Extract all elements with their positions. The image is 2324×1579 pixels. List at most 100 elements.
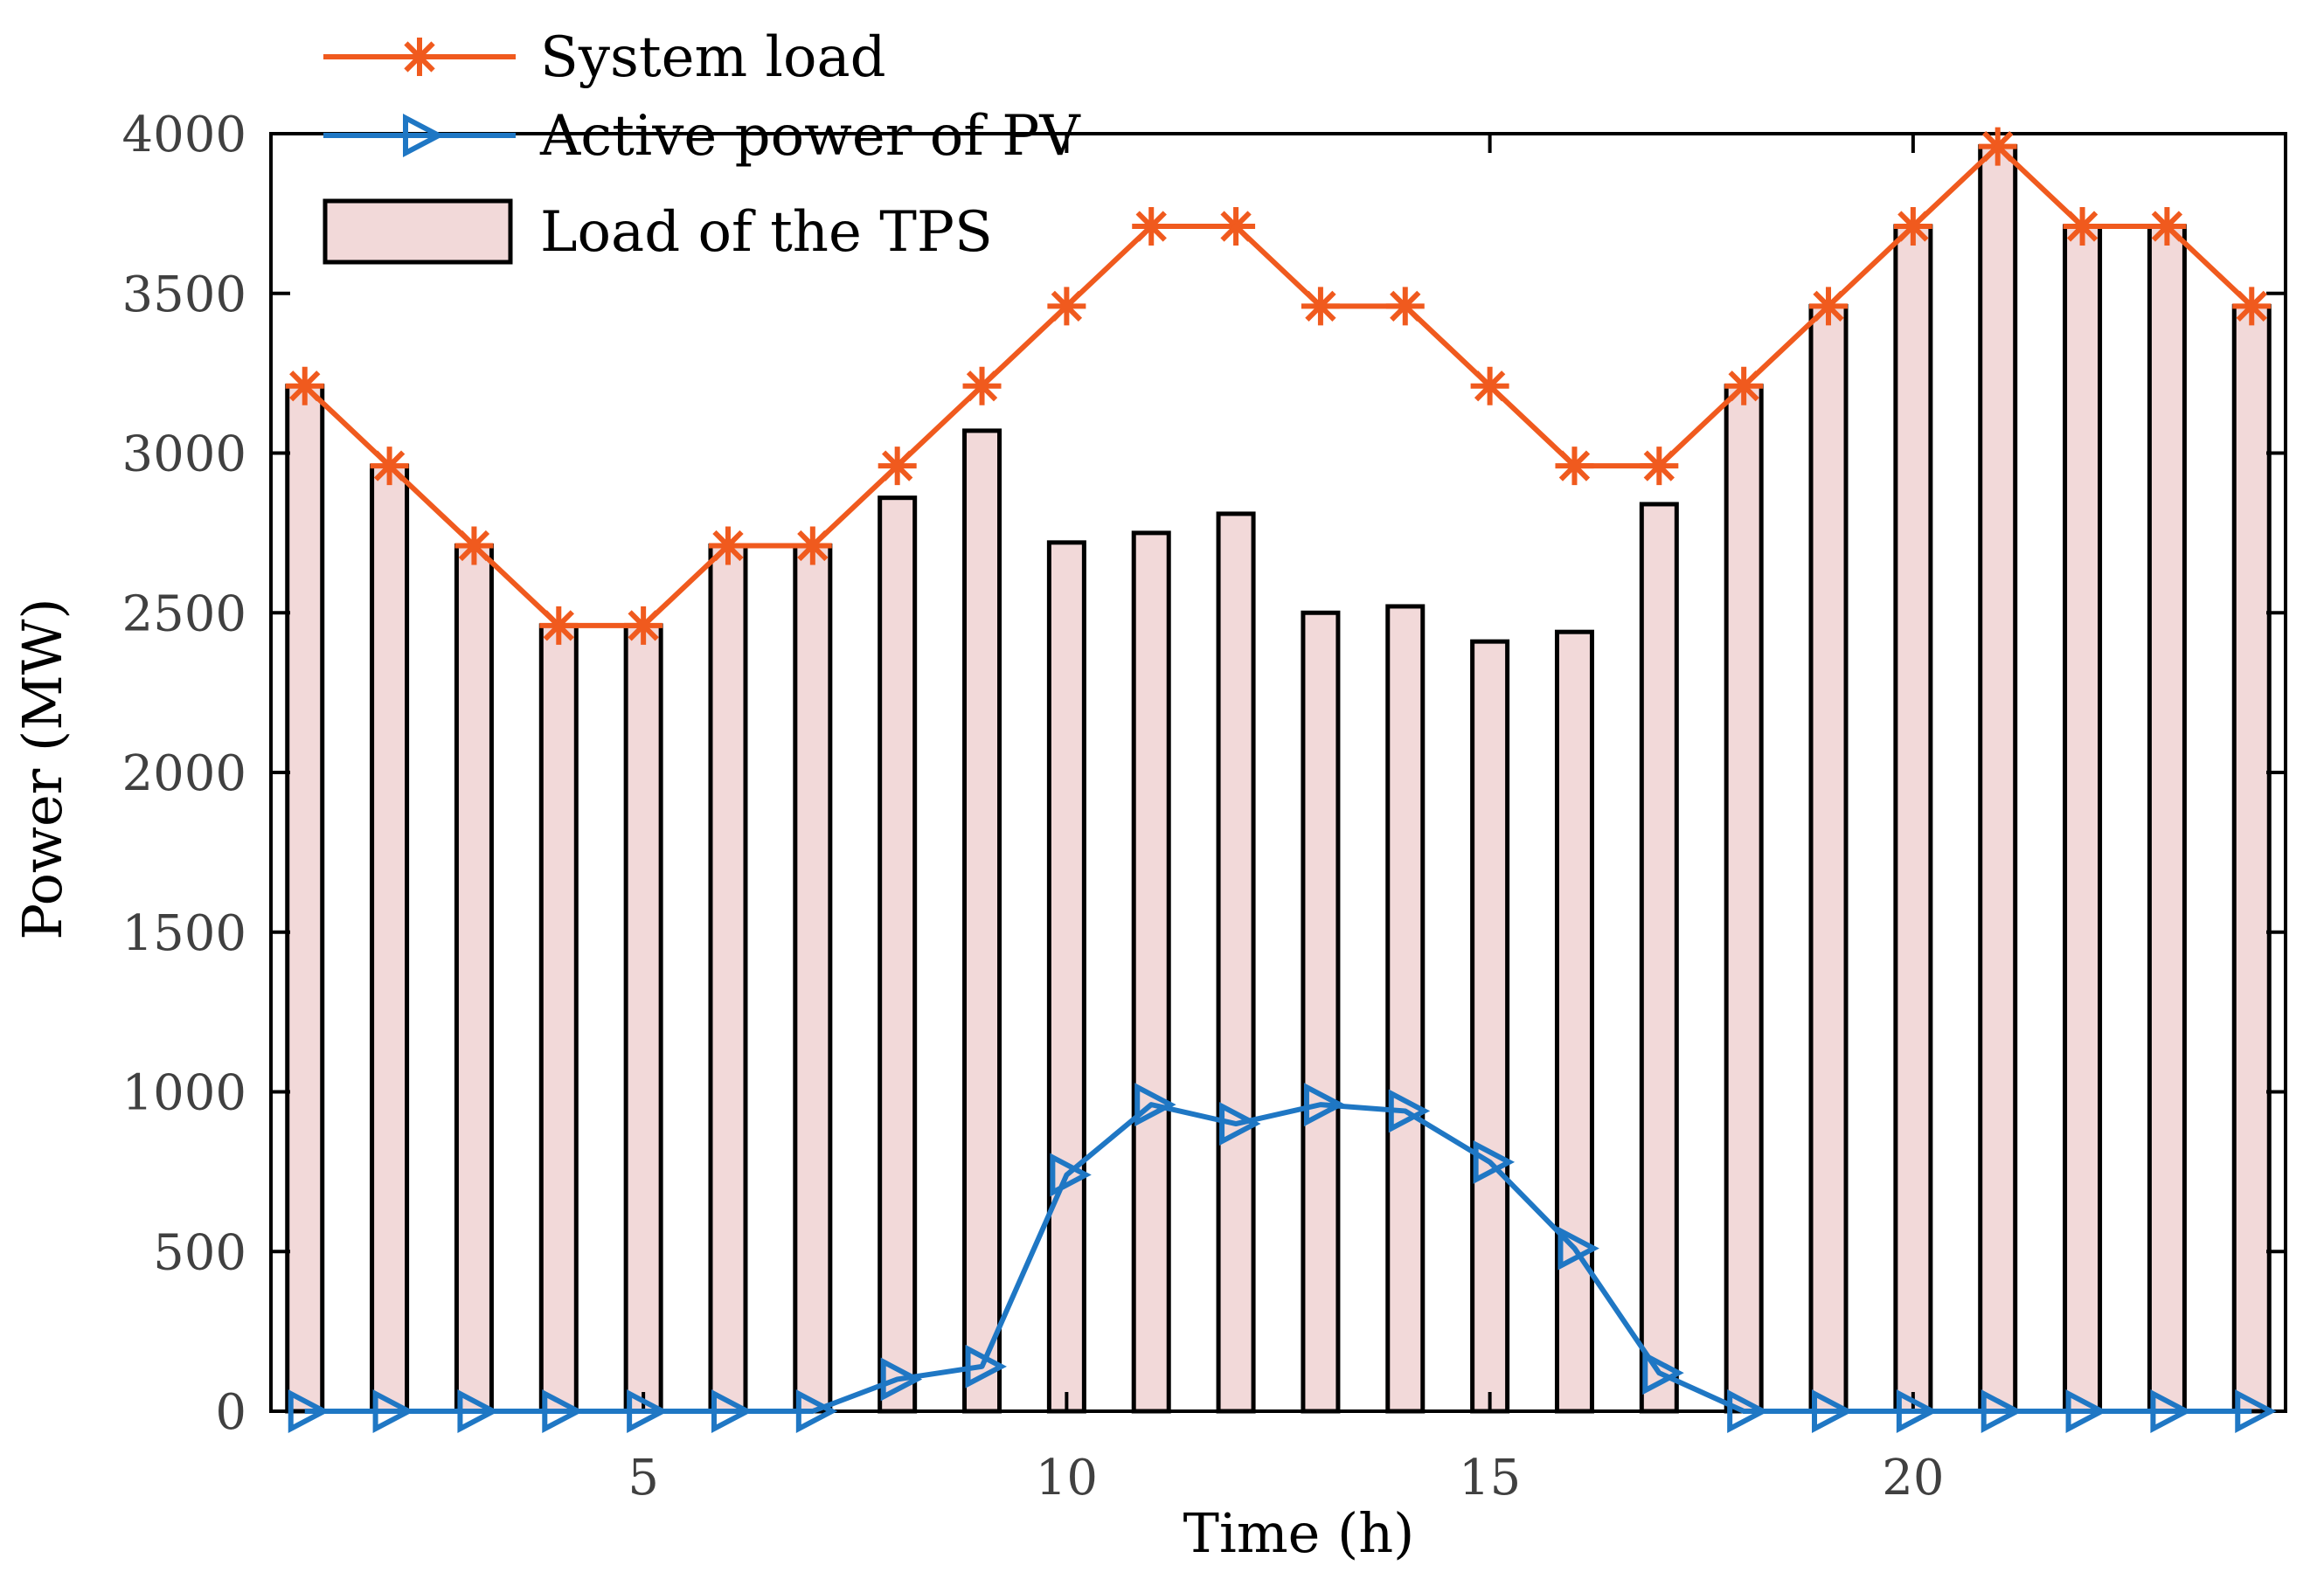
y-tick-label: 0 xyxy=(215,1384,246,1441)
triangle-marker xyxy=(795,1389,838,1433)
triangle-marker xyxy=(1134,1083,1176,1127)
x-tick-label: 5 xyxy=(628,1450,659,1506)
legend: System load Active power of PV Load of t… xyxy=(323,25,1081,265)
asterisk-marker xyxy=(1555,447,1594,486)
asterisk-marker xyxy=(962,366,1002,405)
x-tick-label: 20 xyxy=(1882,1450,1944,1506)
asterisk-marker xyxy=(370,447,409,486)
y-tick-label: 3500 xyxy=(121,267,246,323)
bar xyxy=(370,463,410,1414)
bar xyxy=(1808,303,1849,1414)
bar xyxy=(285,384,325,1414)
triangle-marker xyxy=(457,1389,499,1433)
x-tick-label: 15 xyxy=(1459,1450,1521,1506)
bar xyxy=(1470,639,1510,1414)
bar xyxy=(1724,384,1764,1414)
triangle-marker xyxy=(1219,1102,1261,1146)
legend-swatch-tps xyxy=(323,198,513,265)
asterisk-marker xyxy=(1893,206,1932,246)
legend-label-pv: Active power of PV xyxy=(539,104,1081,169)
legend-asterisk-marker xyxy=(400,38,439,76)
asterisk-marker xyxy=(1217,206,1256,246)
asterisk-marker xyxy=(1640,447,1679,486)
bar xyxy=(878,495,918,1414)
y-tick-label: 1000 xyxy=(121,1065,246,1122)
bar xyxy=(1131,530,1171,1414)
triangle-marker xyxy=(711,1389,753,1433)
y-tick-label: 1500 xyxy=(121,905,246,962)
asterisk-marker xyxy=(1385,287,1425,326)
asterisk-marker xyxy=(539,606,579,645)
asterisk-marker xyxy=(708,526,747,565)
bar xyxy=(2231,303,2272,1414)
y-tick-label: 3000 xyxy=(121,426,246,483)
bar xyxy=(1216,511,1256,1414)
triangle-marker xyxy=(1557,1226,1599,1271)
triangle-marker xyxy=(2150,1389,2192,1433)
bar xyxy=(1046,540,1086,1414)
triangle-marker xyxy=(880,1357,923,1402)
triangle-marker xyxy=(372,1389,415,1433)
bar xyxy=(1639,502,1679,1414)
bar xyxy=(538,623,579,1414)
y-tick-label: 2500 xyxy=(121,585,246,642)
asterisk-marker xyxy=(1132,206,1171,246)
bar xyxy=(454,543,494,1414)
triangle-marker xyxy=(1896,1389,1939,1433)
bar xyxy=(1385,604,1426,1414)
triangle-marker xyxy=(1050,1153,1092,1197)
bar xyxy=(1301,610,1341,1414)
asterisk-marker xyxy=(1724,366,1764,405)
bar xyxy=(2147,224,2187,1414)
legend-label-system-load: System load xyxy=(540,25,886,90)
asterisk-marker xyxy=(2063,206,2102,246)
asterisk-marker xyxy=(1809,287,1849,326)
y-tick-label: 500 xyxy=(153,1224,246,1281)
triangle-marker xyxy=(1727,1389,1769,1433)
asterisk-marker xyxy=(2232,287,2272,326)
triangle-marker xyxy=(2065,1389,2108,1433)
asterisk-marker xyxy=(1978,127,2017,166)
triangle-marker xyxy=(542,1389,584,1433)
x-axis-title: Time (h) xyxy=(1183,1501,1415,1565)
bar xyxy=(1978,144,2018,1414)
bar xyxy=(962,428,1002,1414)
triangle-marker xyxy=(1981,1389,2023,1433)
bar xyxy=(623,623,663,1414)
triangle-marker xyxy=(1303,1083,1346,1127)
bar xyxy=(1893,224,1933,1414)
triangle-marker xyxy=(1388,1089,1431,1133)
triangle-marker xyxy=(288,1389,330,1433)
triangle-marker xyxy=(403,114,445,157)
triangle-marker xyxy=(2235,1389,2277,1433)
asterisk-marker xyxy=(2147,206,2187,246)
triangle-marker xyxy=(1812,1389,1854,1433)
x-tick-label: 10 xyxy=(1036,1450,1098,1506)
triangle-marker xyxy=(627,1389,669,1433)
y-axis-title: Power (MW) xyxy=(10,598,74,939)
legend-triangle-marker xyxy=(403,114,445,157)
triangle-marker xyxy=(965,1344,1007,1389)
asterisk-marker xyxy=(285,366,324,405)
triangle-marker xyxy=(1642,1351,1684,1395)
asterisk-marker xyxy=(878,447,917,486)
bar xyxy=(708,543,748,1414)
asterisk-marker xyxy=(624,606,663,645)
plot-area xyxy=(269,132,2287,1413)
series-markers xyxy=(285,127,2277,1433)
asterisk-marker xyxy=(1047,287,1086,326)
asterisk-marker xyxy=(1301,287,1340,326)
y-tick-label: 4000 xyxy=(121,107,246,163)
bar xyxy=(2063,224,2103,1414)
triangle-marker xyxy=(1473,1139,1516,1184)
asterisk-marker xyxy=(400,38,439,76)
legend-label-tps: Load of the TPS xyxy=(540,200,993,265)
bar xyxy=(1554,629,1594,1414)
y-tick-label: 2000 xyxy=(121,745,246,802)
axis-ticks xyxy=(271,132,2286,1413)
bar xyxy=(793,543,833,1414)
asterisk-marker xyxy=(793,526,832,565)
asterisk-marker xyxy=(454,526,494,565)
asterisk-marker xyxy=(1470,366,1509,405)
